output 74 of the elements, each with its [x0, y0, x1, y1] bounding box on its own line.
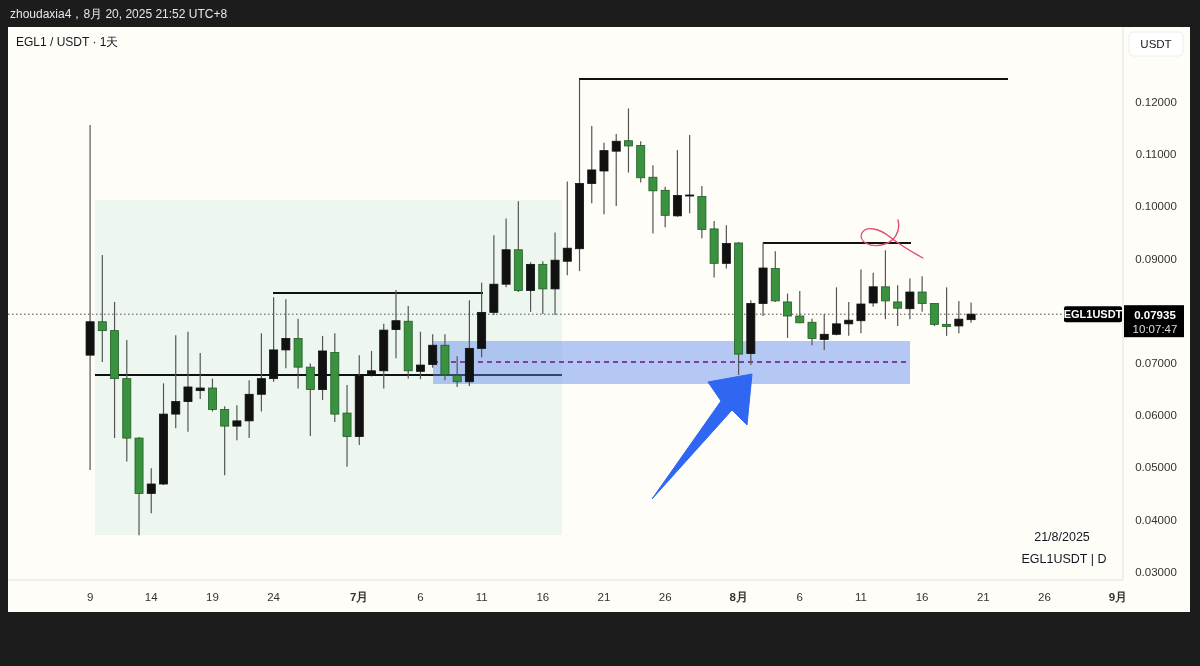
candlestick	[672, 149, 682, 218]
y-tick-label: 0.10000	[1135, 200, 1177, 213]
x-tick-label: 21	[597, 591, 611, 604]
candlestick	[587, 125, 597, 204]
candlestick	[868, 272, 878, 308]
candlestick	[819, 313, 829, 351]
y-tick-label: 0.12000	[1135, 96, 1177, 109]
candlestick	[844, 301, 854, 337]
candlestick	[685, 134, 695, 214]
y-tick-label: 0.04000	[1135, 513, 1177, 526]
y-tick-label: 0.06000	[1135, 409, 1177, 422]
candlestick	[807, 318, 817, 346]
x-tick-label: 11	[475, 591, 488, 604]
candlestick	[342, 384, 352, 468]
candlestick	[856, 268, 866, 334]
candlestick	[146, 467, 156, 514]
candlestick	[783, 292, 792, 339]
candlestick	[562, 180, 572, 276]
x-tick-label: 6	[796, 591, 803, 604]
candlestick	[832, 286, 841, 336]
x-tick-label: 19	[206, 591, 219, 604]
candlestick	[232, 404, 242, 441]
candlestick	[966, 301, 976, 324]
text: EGL1 / USDT · 1天	[16, 35, 119, 49]
candlestick	[208, 378, 217, 413]
candlestick	[85, 124, 95, 471]
y-tick-label: 0.11000	[1135, 148, 1177, 161]
x-tick-label: 6	[417, 591, 424, 604]
candlestick	[281, 298, 291, 369]
candlestick	[795, 290, 805, 324]
candlestick	[305, 362, 315, 437]
y-tick-label: 0.09000	[1135, 252, 1177, 265]
ref-line-label: EGL1USDT	[1063, 308, 1123, 321]
candlestick	[721, 224, 731, 270]
x-tick-label: 14	[144, 591, 159, 604]
x-tick-label: 26	[658, 591, 672, 604]
candlestick	[391, 289, 401, 359]
y-tick-label: 0.07000	[1135, 357, 1177, 369]
y-axis-title: USDT	[1140, 38, 1172, 50]
candlestick	[880, 249, 890, 320]
x-tick-label: 16	[915, 591, 929, 604]
x-tick-label: 9月	[1108, 591, 1128, 604]
y-tick-label: 0.03000	[1135, 565, 1177, 578]
annotation: EGL1USDT | D	[1021, 552, 1107, 566]
text: 0.07935	[1134, 309, 1177, 321]
x-tick-label: 8月	[729, 591, 748, 604]
candlestick	[416, 331, 425, 380]
candlestick	[256, 332, 266, 413]
candlestick	[367, 350, 376, 378]
candlestick	[954, 300, 964, 334]
candlestick	[599, 142, 609, 215]
text: zhoudaxia4，8月 20, 2025 21:52 UTC+8	[10, 7, 228, 21]
candlestick	[624, 107, 633, 174]
candlestick	[220, 405, 230, 476]
candlestick	[171, 334, 181, 429]
candlestick	[195, 352, 205, 400]
candlestick	[905, 277, 915, 320]
x-tick-label: 26	[1038, 591, 1051, 604]
annotation: 21/8/2025	[1034, 530, 1090, 544]
text: 10:07:47	[1132, 323, 1178, 335]
x-tick-label: 21	[976, 591, 990, 604]
x-tick-label: 16	[536, 591, 550, 604]
y-tick-label: 0.05000	[1135, 461, 1177, 474]
candlestick	[611, 133, 621, 207]
candlestick	[183, 331, 193, 433]
x-tick-label: 11	[854, 591, 867, 604]
x-tick-label: 9	[86, 591, 94, 604]
candlestick	[942, 286, 952, 337]
x-tick-label: 7月	[350, 591, 369, 604]
candlestick	[97, 254, 107, 363]
x-tick-label: 24	[267, 591, 281, 604]
candlestick	[917, 275, 927, 313]
candlestick	[648, 164, 658, 235]
candlestick	[893, 284, 903, 327]
